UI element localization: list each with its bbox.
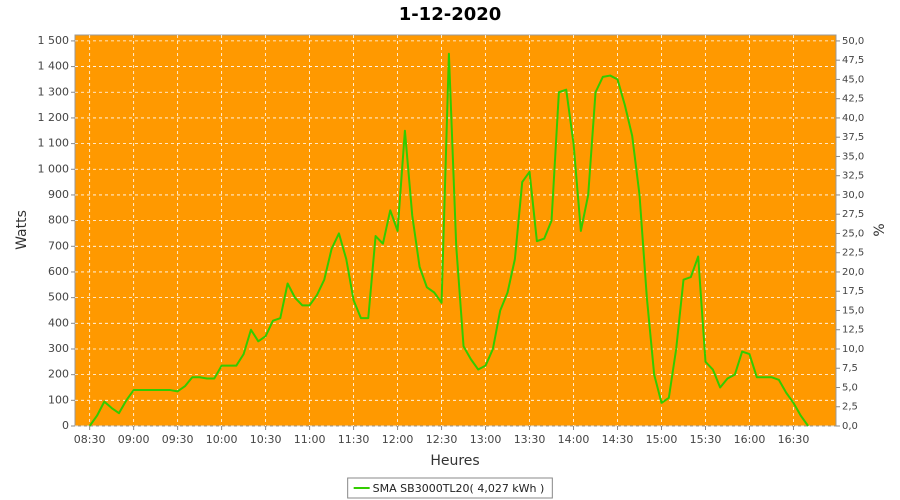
y2-tick-label: 7,5: [842, 363, 858, 374]
y2-tick-label: 25,0: [842, 228, 864, 239]
y2-tick-label: 50,0: [842, 36, 864, 47]
y2-tick-label: 20,0: [842, 267, 864, 278]
y2-axis-title: %: [872, 223, 888, 236]
x-tick-label: 13:30: [514, 433, 546, 446]
y2-tick-label: 15,0: [842, 305, 864, 316]
x-axis-title: Heures: [430, 453, 479, 469]
x-tick-label: 11:30: [338, 433, 370, 446]
y2-tick-label: 37,5: [842, 132, 864, 143]
y2-tick-label: 35,0: [842, 151, 864, 162]
chart-title: 1-12-2020: [399, 4, 502, 25]
x-tick-label: 12:30: [426, 433, 458, 446]
y2-tick-label: 45,0: [842, 74, 864, 85]
y-tick-label: 400: [48, 316, 69, 329]
y2-tick-label: 22,5: [842, 248, 864, 259]
y2-tick-label: 30,0: [842, 190, 864, 201]
y2-tick-label: 10,0: [842, 344, 864, 355]
y-tick-label: 1 400: [38, 60, 70, 73]
y-tick-label: 900: [48, 188, 69, 201]
y-tick-label: 700: [48, 239, 69, 252]
y-tick-label: 500: [48, 291, 69, 304]
x-tick-label: 16:00: [734, 433, 766, 446]
x-tick-label: 10:00: [206, 433, 238, 446]
x-tick-label: 15:00: [646, 433, 678, 446]
y2-tick-label: 0,0: [842, 421, 858, 432]
legend-box: [347, 477, 553, 499]
y2-tick-label: 32,5: [842, 171, 864, 182]
x-tick-label: 11:00: [294, 433, 326, 446]
y2-tick-label: 47,5: [842, 55, 864, 66]
y2-tick-label: 42,5: [842, 94, 864, 105]
x-tick-label: 16:30: [778, 433, 810, 446]
x-tick-label: 14:30: [602, 433, 634, 446]
x-tick-label: 09:00: [118, 433, 150, 446]
x-tick-label: 09:30: [162, 433, 194, 446]
y-tick-label: 100: [48, 393, 69, 406]
y-tick-label: 800: [48, 214, 69, 227]
x-tick-label: 15:30: [690, 433, 722, 446]
x-tick-label: 12:00: [382, 433, 414, 446]
y2-tick-label: 12,5: [842, 325, 864, 336]
y-tick-label: 200: [48, 368, 69, 381]
y2-tick-label: 5,0: [842, 382, 858, 393]
y-tick-label: 1 000: [38, 162, 70, 175]
y2-tick-label: 17,5: [842, 286, 864, 297]
y-tick-label: 300: [48, 342, 69, 355]
x-tick-label: 08:30: [74, 433, 106, 446]
y-tick-label: 1 500: [38, 34, 70, 47]
y-tick-label: 1 200: [38, 111, 70, 124]
y-axis-title: Watts: [14, 210, 30, 250]
legend-label: SMA SB3000TL20( 4,027 kWh ): [373, 482, 545, 495]
y-tick-label: 600: [48, 265, 69, 278]
x-tick-label: 14:00: [558, 433, 590, 446]
y2-tick-label: 2,5: [842, 402, 858, 413]
y2-tick-label: 27,5: [842, 209, 864, 220]
y2-tick-label: 40,0: [842, 113, 864, 124]
line-series: [88, 52, 809, 427]
x-tick-label: 10:30: [250, 433, 282, 446]
y-tick-label: 1 300: [38, 85, 70, 98]
x-tick-label: 13:00: [470, 433, 502, 446]
y-tick-label: 1 100: [38, 137, 70, 150]
y-tick-label: 0: [62, 419, 69, 432]
